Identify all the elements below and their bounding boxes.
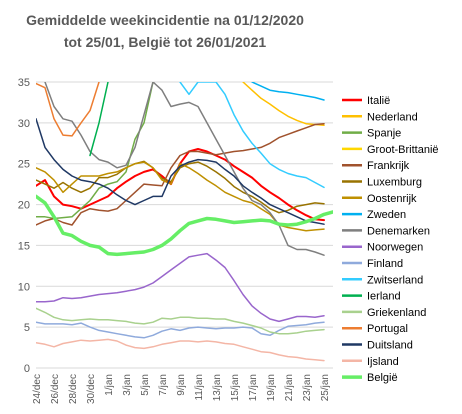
y-tick-label: 20 [18,200,30,212]
chart-title-line-1: Gemiddelde weekincidentie na 01/12/2020 [26,12,304,28]
legend-label-Zweden: Zweden [367,209,406,221]
legend-label-Spanje: Spanje [367,128,401,140]
x-tick-label: 13/jan [212,374,223,401]
series-line-Griekenland [36,307,325,335]
series-line-Zwitserland [179,82,325,189]
legend-label-Italië: Italië [367,95,390,107]
x-tick-label: 21/jan [284,374,295,401]
x-tick-label: 3/jan [122,374,133,396]
series-line-Zweden [251,82,325,101]
series-line-Noorwegen [36,252,325,323]
legend-label-Portugal: Portugal [367,323,408,335]
y-tick-label: 10 [18,281,30,293]
legend-label-Frankrijk: Frankrijk [367,160,410,172]
legend-label-België: België [367,372,398,384]
legend-label-Ierland: Ierland [367,291,401,303]
series-line-Luxemburg [36,160,325,214]
y-tick-label: 0 [24,363,30,375]
legend-label-Denemarken: Denemarken [367,225,430,237]
legend-label-Nederland: Nederland [367,111,418,123]
x-tick-label: 15/jan [230,374,241,401]
x-tick-label: 26/dec [50,374,61,404]
legend-label-Groot-Brittanië: Groot-Brittanië [367,144,439,156]
series-line-Nederland [242,82,325,127]
legend-label-Oostenrijk: Oostenrijk [367,193,417,205]
series-line-Finland [36,321,325,339]
series-line-Spanje [36,82,154,220]
x-tick-label: 9/jan [176,374,187,396]
y-tick-label: 35 [18,77,30,89]
legend-label-Luxemburg: Luxemburg [367,177,422,189]
x-tick-label: 23/jan [302,374,313,401]
x-tick-label: 30/dec [86,374,97,404]
series-line-Ierland [89,82,109,157]
series-line-Frankrijk [36,122,325,226]
x-tick-label: 17/jan [248,374,259,401]
series-line-Duitsland [36,118,325,225]
series-line-Oostenrijk [36,161,325,232]
x-tick-label: 19/jan [266,374,277,401]
chart-title-line-2: tot 25/01, België tot 26/01/2021 [63,34,267,50]
y-tick-label: 25 [18,159,30,171]
legend-label-Ijsland: Ijsland [367,356,399,368]
legend-label-Finland: Finland [367,258,403,270]
x-tick-label: 25/jan [320,374,331,401]
x-tick-label: 7/jan [158,374,169,396]
x-tick-label: 11/jan [194,374,205,401]
series-line-België [36,194,333,257]
legend-label-Duitsland: Duitsland [367,340,413,352]
y-tick-label: 5 [24,322,30,334]
x-tick-label: 24/dec [32,374,43,404]
x-tick-label: 5/jan [140,374,151,396]
x-tick-label: 28/dec [68,374,79,404]
series-line-Ijsland [36,338,325,362]
x-tick-label: 1/jan [104,374,115,396]
series-line-Portugal [36,82,100,137]
plot-area [36,82,333,362]
legend-label-Noorwegen: Noorwegen [367,242,423,254]
legend-label-Griekenland: Griekenland [367,307,426,319]
legend-label-Zwitserland: Zwitserland [367,274,423,286]
y-tick-label: 30 [18,118,30,130]
y-tick-label: 15 [18,240,30,252]
